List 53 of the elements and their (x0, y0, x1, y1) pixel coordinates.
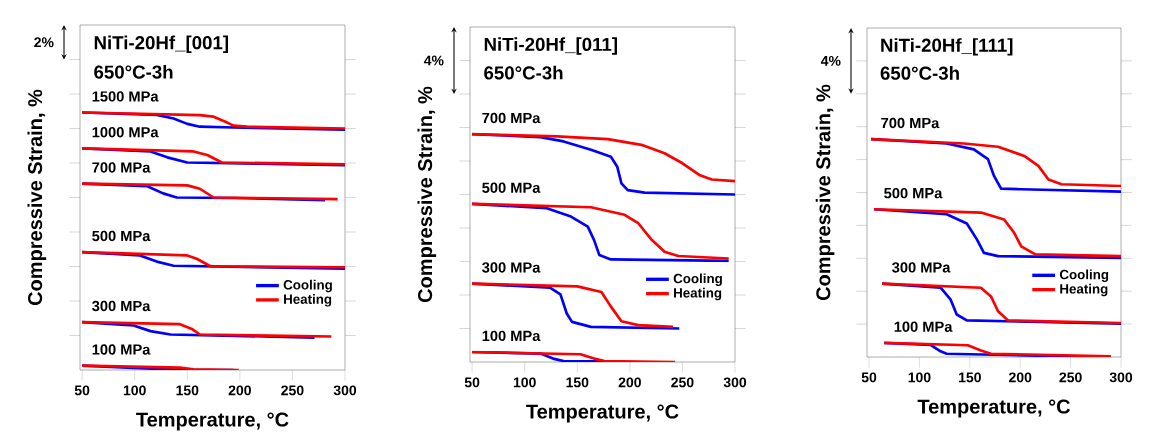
text: 4% (423, 55, 444, 66)
annotation: 100 MPa (894, 321, 953, 332)
x-tick-label: 200 (1009, 372, 1032, 383)
y-axis-title: Compressive Strain, % (815, 84, 835, 301)
x-tick-label: 50 (861, 372, 877, 383)
x-tick-label: 150 (566, 377, 589, 388)
x-tick-label: 250 (671, 377, 694, 388)
annotation: 100 MPa (482, 330, 541, 342)
x-tick-label: 50 (74, 385, 90, 396)
text: 700 MPa (482, 112, 541, 124)
annotation: 700 MPa (92, 162, 151, 173)
chart-title: NiTi-20Hf_[111] (881, 38, 1013, 56)
x-axis-title: Temperature, °C (526, 404, 679, 423)
legend-label: Heating (1060, 283, 1108, 297)
text: 700 MPa (881, 117, 940, 129)
text: 1500 MPa (92, 91, 159, 102)
chart-title: NiTi-20Hf_[001] (94, 35, 229, 54)
legend-label: Heating (674, 287, 722, 301)
x-tick-label: 300 (723, 377, 747, 388)
legend-label: Cooling (673, 273, 722, 286)
chart-subtitle: 650°C-3h (880, 66, 959, 80)
legend-label: Heating (284, 294, 332, 307)
annotation: 500 MPa (482, 182, 541, 193)
x-tick-label: 250 (1059, 372, 1082, 383)
x-tick-label: 200 (618, 377, 641, 388)
annotation: 500 MPa (92, 230, 151, 242)
annotation: 500 MPa (884, 187, 943, 199)
legend-label: Cooling (283, 279, 332, 293)
text: 2% (34, 37, 54, 48)
y-axis-title: Compressive Strain, % (27, 89, 47, 306)
x-tick-label: 100 (513, 377, 536, 388)
y-axis-title: Compressive Strain, % (417, 86, 437, 303)
chart-subtitle: 650°C-3h (94, 64, 173, 79)
x-axis-title: Temperature, °C (917, 399, 1071, 418)
x-axis-title: Temperature, °C (136, 412, 289, 431)
chart-title: NiTi-20Hf_[011] (484, 37, 617, 55)
x-tick-label: 300 (1109, 372, 1133, 383)
x-tick-label: 150 (176, 385, 199, 396)
x-tick-label: 100 (908, 372, 931, 383)
x-tick-label: 50 (464, 377, 480, 388)
x-tick-label: 250 (281, 385, 304, 396)
annotation: 1000 MPa (92, 127, 159, 138)
annotation: 100 MPa (92, 344, 151, 355)
x-tick-label: 200 (228, 385, 251, 396)
annotation: 300 MPa (92, 300, 151, 312)
text: 4% (820, 56, 841, 66)
legend-label: Cooling (1059, 269, 1109, 282)
annotation: 300 MPa (892, 262, 951, 273)
annotation: 300 MPa (482, 262, 541, 273)
x-tick-label: 100 (123, 385, 146, 396)
x-tick-label: 150 (959, 372, 981, 383)
x-tick-label: 300 (333, 385, 357, 396)
chart-subtitle: 650°C-3h (484, 65, 563, 80)
